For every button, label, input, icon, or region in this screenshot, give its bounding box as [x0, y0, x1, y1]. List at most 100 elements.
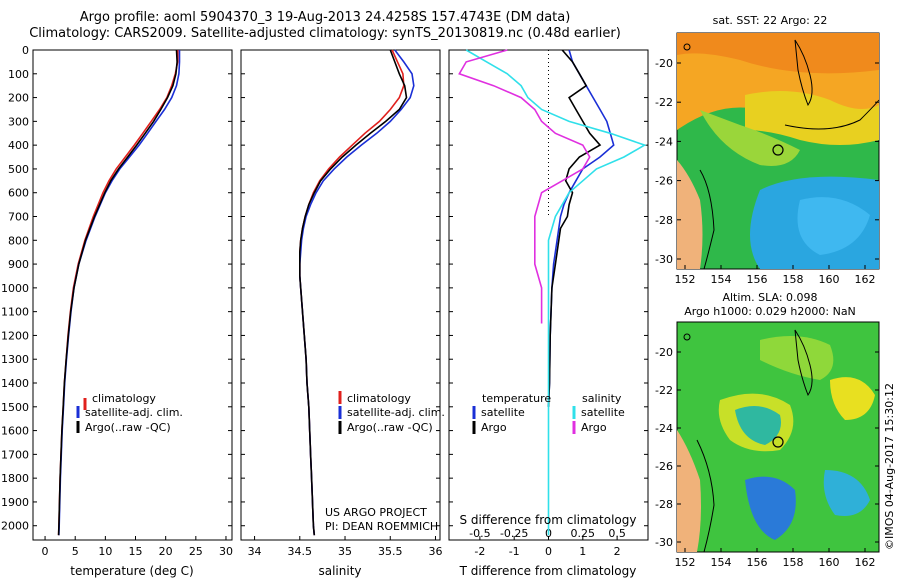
t-difference-xlabel: T difference from climatology: [459, 564, 637, 578]
depth-tick-label: 1600: [1, 425, 29, 438]
lat-tick-label: -26: [655, 175, 673, 188]
series-line-satellite: [547, 49, 615, 407]
x-tick-label: -2: [474, 545, 485, 558]
x-tick-label: 35: [338, 545, 352, 558]
legend-label-argo: Argo(..raw -QC): [85, 421, 171, 434]
x-tick-label: 25: [189, 545, 203, 558]
lon-tick-label: 156: [747, 556, 768, 569]
legend-label-t-argo: Argo: [481, 421, 507, 434]
temperature-legend: climatology satellite-adj. clim. Argo(..…: [76, 392, 183, 434]
lon-tick-label: 162: [855, 273, 876, 286]
series-line-argo-raw-qc: [298, 49, 408, 536]
depth-tick-label: 800: [8, 234, 29, 247]
sst-map: [676, 32, 880, 270]
x-top-tick-label: -0.5: [469, 527, 490, 540]
legend-label-argo: Argo(..raw -QC): [347, 421, 433, 434]
depth-tick-label: 600: [8, 187, 29, 200]
lon-tick-label: 158: [783, 273, 804, 286]
salinity-xlabel: salinity: [318, 564, 361, 578]
legend-label-t-satellite: satellite: [481, 406, 525, 419]
difference-legend: temperature salinity satellite Argo sate…: [472, 392, 625, 434]
legend-label-climatology: climatology: [92, 392, 156, 405]
x-tick-label: 0: [545, 545, 552, 558]
series-line-satellite: [465, 49, 647, 536]
depth-tick-label: 2000: [1, 520, 29, 533]
credit-text: ©IMOS 04-Aug-2017 15:30:12: [883, 383, 896, 550]
lat-tick-label: -22: [655, 96, 673, 109]
depth-tick-label: 1100: [1, 306, 29, 319]
lat-tick-label: -22: [655, 384, 673, 397]
depth-tick-label: 1800: [1, 472, 29, 485]
x-tick-label: 15: [129, 545, 143, 558]
x-tick-label: 36: [428, 545, 442, 558]
lat-tick-label: -28: [655, 214, 673, 227]
x-tick-label: 34: [248, 545, 262, 558]
depth-tick-label: 1900: [1, 496, 29, 509]
depth-tick-label: 100: [8, 68, 29, 81]
temperature-xlabel: temperature (deg C): [70, 564, 193, 578]
sla-map: [676, 321, 880, 553]
depth-tick-label: 700: [8, 211, 29, 224]
project-label: US ARGO PROJECT: [325, 506, 427, 519]
temperature-panel: [32, 49, 233, 541]
lat-tick-label: -30: [655, 253, 673, 266]
header-line-2: Climatology: CARS2009. Satellite-adjuste…: [29, 26, 621, 41]
depth-tick-label: 1300: [1, 353, 29, 366]
lat-tick-label: -24: [655, 422, 673, 435]
x-top-tick-label: -0.25: [500, 527, 528, 540]
lon-tick-label: 152: [675, 556, 696, 569]
legend-label-s-argo: Argo: [581, 421, 607, 434]
x-tick-label: 0: [42, 545, 49, 558]
legend-label-satellite: satellite-adj. clim.: [85, 406, 183, 419]
series-line-argo-raw-qc: [57, 49, 178, 536]
lon-tick-label: 162: [855, 556, 876, 569]
x-tick-label: 30: [219, 545, 233, 558]
depth-tick-label: 1700: [1, 448, 29, 461]
x-tick-label: 34.5: [288, 545, 313, 558]
lat-tick-label: -30: [655, 536, 673, 549]
x-tick-label: 35.5: [378, 545, 403, 558]
x-top-tick-label: 0.5: [608, 527, 626, 540]
lat-tick-label: -26: [655, 460, 673, 473]
x-tick-label: 10: [98, 545, 112, 558]
figure-header: Argo profile: aoml 5904370_3 19-Aug-2013…: [0, 10, 650, 42]
s-difference-xlabel: S difference from climatology: [460, 513, 637, 527]
depth-tick-label: 500: [8, 163, 29, 176]
lon-tick-label: 156: [747, 273, 768, 286]
lon-tick-label: 154: [711, 556, 732, 569]
legend-title-salinity: salinity: [582, 392, 622, 405]
depth-tick-label: 0: [22, 44, 29, 57]
series-line-argo: [458, 49, 591, 324]
depth-tick-label: 200: [8, 92, 29, 105]
x-tick-label: 2: [614, 545, 621, 558]
depth-tick-label: 400: [8, 139, 29, 152]
depth-tick-label: 1400: [1, 377, 29, 390]
lat-tick-label: -28: [655, 498, 673, 511]
depth-tick-label: 1000: [1, 282, 29, 295]
argo-location-marker: [772, 436, 784, 448]
legend-label-s-satellite: satellite: [581, 406, 625, 419]
lat-tick-label: -20: [655, 57, 673, 70]
sla-map-title-1: Altim. SLA: 0.098: [722, 291, 817, 304]
x-tick-label: 20: [159, 545, 173, 558]
sla-map-title-2: Argo h1000: 0.029 h2000: NaN: [684, 305, 856, 318]
pi-label: PI: DEAN ROEMMICH: [325, 520, 438, 533]
x-tick-label: -1: [509, 545, 520, 558]
x-tick-label: 1: [579, 545, 586, 558]
depth-tick-label: 900: [8, 258, 29, 271]
salinity-legend: climatology satellite-adj. clim. Argo(..…: [325, 391, 445, 533]
salinity-panel: [240, 49, 441, 541]
argo-location-marker: [772, 144, 784, 156]
legend-title-temperature: temperature: [482, 392, 551, 405]
x-tick-label: 5: [72, 545, 79, 558]
x-top-tick-label: 0.25: [571, 527, 596, 540]
depth-tick-label: 1500: [1, 401, 29, 414]
lon-tick-label: 158: [783, 556, 804, 569]
header-line-1: Argo profile: aoml 5904370_3 19-Aug-2013…: [79, 10, 571, 25]
depth-tick-label: 1200: [1, 329, 29, 342]
lat-tick-label: -20: [655, 346, 673, 359]
lon-tick-label: 160: [819, 556, 840, 569]
lon-tick-label: 154: [711, 273, 732, 286]
sst-map-title: sat. SST: 22 Argo: 22: [713, 14, 828, 27]
legend-label-climatology: climatology: [347, 392, 411, 405]
